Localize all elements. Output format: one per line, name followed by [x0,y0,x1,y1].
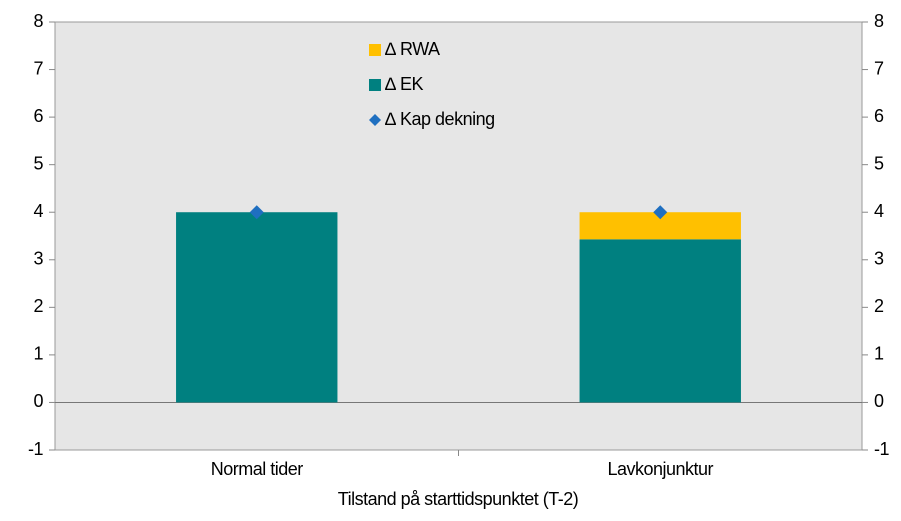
bar [579,239,741,403]
marker [249,205,264,220]
y-tick-label: 1 [33,344,43,364]
y2-tick-label: 7 [874,58,884,78]
y2-tick-label: 5 [874,153,884,173]
y-tick-label: 0 [33,391,43,411]
y-tick-label: 7 [33,58,43,78]
y2-tick-label: 1 [874,344,884,364]
legend-label: ∆ Kap dekning [385,109,495,129]
marker [653,205,668,220]
bar [176,212,338,403]
y-tick-label: 5 [33,153,43,173]
legend-marker [369,114,381,126]
legend-label: ∆ RWA [385,39,440,59]
y-tick-label: 3 [33,249,43,269]
y-tick-label: 4 [33,201,43,221]
legend-swatch [369,79,381,91]
x-axis-label: Tilstand på starttidspunktet (T-2) [338,489,578,509]
legend-label: ∆ EK [385,74,424,94]
x-tick-label: Lavkonjunktur [607,459,713,479]
legend-swatch [369,44,381,56]
y2-tick-label: 3 [874,249,884,269]
y2-tick-label: 2 [874,296,884,316]
y-tick-label: 8 [33,11,43,31]
y-tick-label: 2 [33,296,43,316]
y-tick-label: -1 [28,439,43,459]
x-tick-label: Normal tider [211,459,304,479]
y2-tick-label: 4 [874,201,884,221]
y2-tick-label: 0 [874,391,884,411]
y-tick-label: 6 [33,106,43,126]
y2-tick-label: 8 [874,11,884,31]
y2-tick-label: -1 [874,439,889,459]
y2-tick-label: 6 [874,106,884,126]
